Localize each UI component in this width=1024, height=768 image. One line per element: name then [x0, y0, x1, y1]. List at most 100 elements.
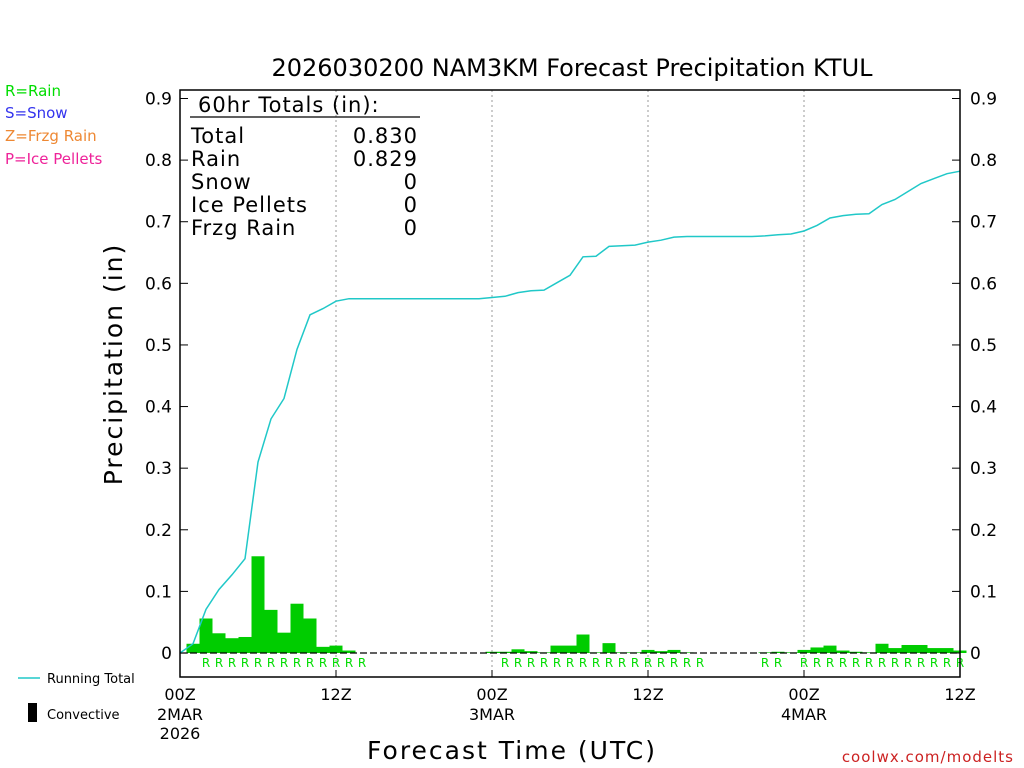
y-tick-label-right: 0.3 — [970, 459, 997, 479]
precip-bar — [290, 603, 304, 653]
y-tick-label-left: 0.4 — [145, 398, 172, 418]
totals-header: 60hr Totals (in): — [198, 93, 380, 117]
precip-type-letter: R — [306, 656, 314, 670]
precip-bar — [836, 650, 850, 653]
precip-bar — [342, 650, 356, 653]
precip-bar — [225, 638, 239, 653]
precip-bar — [485, 651, 499, 653]
precip-bar — [511, 649, 525, 653]
hourly-precip-bars — [186, 556, 967, 653]
x-tick-year-label: 2026 — [160, 724, 201, 743]
precip-type-letter: R — [501, 656, 509, 670]
precip-type-letter: R — [813, 656, 821, 670]
precip-bar — [199, 618, 213, 653]
precip-bar — [901, 644, 915, 653]
precip-bar — [186, 643, 200, 653]
y-tick-label-right: 0.1 — [970, 582, 997, 602]
chart-title: 2026030200 NAM3KM Forecast Precipitation… — [271, 54, 873, 82]
precip-type-letter: R — [254, 656, 262, 670]
totals-value: 0.829 — [353, 147, 418, 171]
precip-type-letter: R — [605, 656, 613, 670]
precip-type-letter: R — [917, 656, 925, 670]
precip-bar — [641, 649, 655, 653]
precip-type-letter: R — [644, 656, 652, 670]
precip-type-letter: R — [670, 656, 678, 670]
x-tick-label: 12Z — [944, 685, 975, 704]
precip-bar — [277, 632, 291, 653]
y-tick-label-right: 0.5 — [970, 336, 997, 356]
precip-type-letter: R — [514, 656, 522, 670]
y-tick-label-left: 0.6 — [145, 274, 172, 294]
totals-value: 0 — [404, 170, 418, 194]
totals-label: Frzg Rain — [191, 216, 296, 240]
convective-legend-swatch — [28, 703, 37, 722]
precip-type-letter: R — [800, 656, 808, 670]
totals-value: 0.830 — [353, 124, 418, 148]
totals-value: 0 — [404, 193, 418, 217]
x-tick-date-label: 2MAR — [157, 705, 203, 724]
convective-legend-label: Convective — [47, 708, 120, 723]
precip-bar — [576, 634, 590, 653]
precip-type-letter: R — [865, 656, 873, 670]
running-total-legend-label: Running Total — [47, 672, 135, 687]
y-axis-ticks: 0 00.1 0.10.2 0.20.3 0.30.4 0.40.5 0.50.6 0.60.… — [145, 90, 997, 665]
precip-type-letter: R — [280, 656, 288, 670]
y-tick-label-right: 0 — [970, 644, 981, 664]
precip-type-letter: R — [683, 656, 691, 670]
y-tick-label-left: 0 — [161, 644, 172, 664]
y-tick-label-right: 0.2 — [970, 521, 997, 541]
precip-bar — [849, 651, 863, 653]
precip-bar — [888, 648, 902, 653]
precip-type-letter: R — [332, 656, 340, 670]
precip-bar — [524, 651, 538, 653]
x-tick-date-label: 3MAR — [469, 705, 515, 724]
precip-type-letter: R — [215, 656, 223, 670]
x-tick-label: 00Z — [164, 685, 195, 704]
precip-bar — [914, 644, 928, 653]
precip-bar — [498, 651, 512, 653]
precip-bar — [212, 633, 226, 653]
precip-type-letter: R — [930, 656, 938, 670]
y-tick-label-left: 0.7 — [145, 213, 172, 233]
precip-type-letter: R — [943, 656, 951, 670]
precip-bar — [927, 648, 941, 653]
y-tick-label-left: 0.1 — [145, 582, 172, 602]
precip-type-letter: R — [241, 656, 249, 670]
precip-bar — [771, 651, 785, 653]
y-tick-label-left: 0.8 — [145, 151, 172, 171]
totals-value: 0 — [404, 216, 418, 240]
precip-bar — [862, 652, 876, 653]
precip-type-letter: R — [891, 656, 899, 670]
precip-type-letter: R — [761, 656, 769, 670]
precip-type-letter: R — [696, 656, 704, 670]
precip-bar — [810, 647, 824, 653]
precip-type-letter: R — [852, 656, 860, 670]
x-tick-date-label: 4MAR — [781, 705, 827, 724]
x-tick-label: 12Z — [320, 685, 351, 704]
precip-type-letter: R — [657, 656, 665, 670]
precip-type-letter: R — [319, 656, 327, 670]
precip-bar — [875, 643, 889, 653]
precip-bar — [264, 609, 278, 653]
totals-label: Ice Pellets — [191, 193, 308, 217]
precip-bar — [667, 649, 681, 653]
legend-ice-pellets: P=Ice Pellets — [5, 150, 102, 168]
x-tick-label: 00Z — [476, 685, 507, 704]
precip-type-letter: R — [540, 656, 548, 670]
credit-text: coolwx.com/modelts — [842, 748, 1014, 766]
precip-type-letter: R — [631, 656, 639, 670]
precip-bar — [654, 651, 668, 653]
y-tick-label-right: 0.7 — [970, 213, 997, 233]
running-total-line — [179, 170, 961, 654]
x-tick-label: 00Z — [788, 685, 819, 704]
precip-type-letter: R — [293, 656, 301, 670]
legend-frzg-rain: Z=Frzg Rain — [5, 127, 97, 145]
y-tick-label-left: 0.3 — [145, 459, 172, 479]
precip-type-letter: R — [826, 656, 834, 670]
totals-label: Snow — [191, 170, 252, 194]
precip-type-letter: R — [904, 656, 912, 670]
precip-bar — [940, 648, 954, 653]
precip-bar — [238, 636, 252, 653]
